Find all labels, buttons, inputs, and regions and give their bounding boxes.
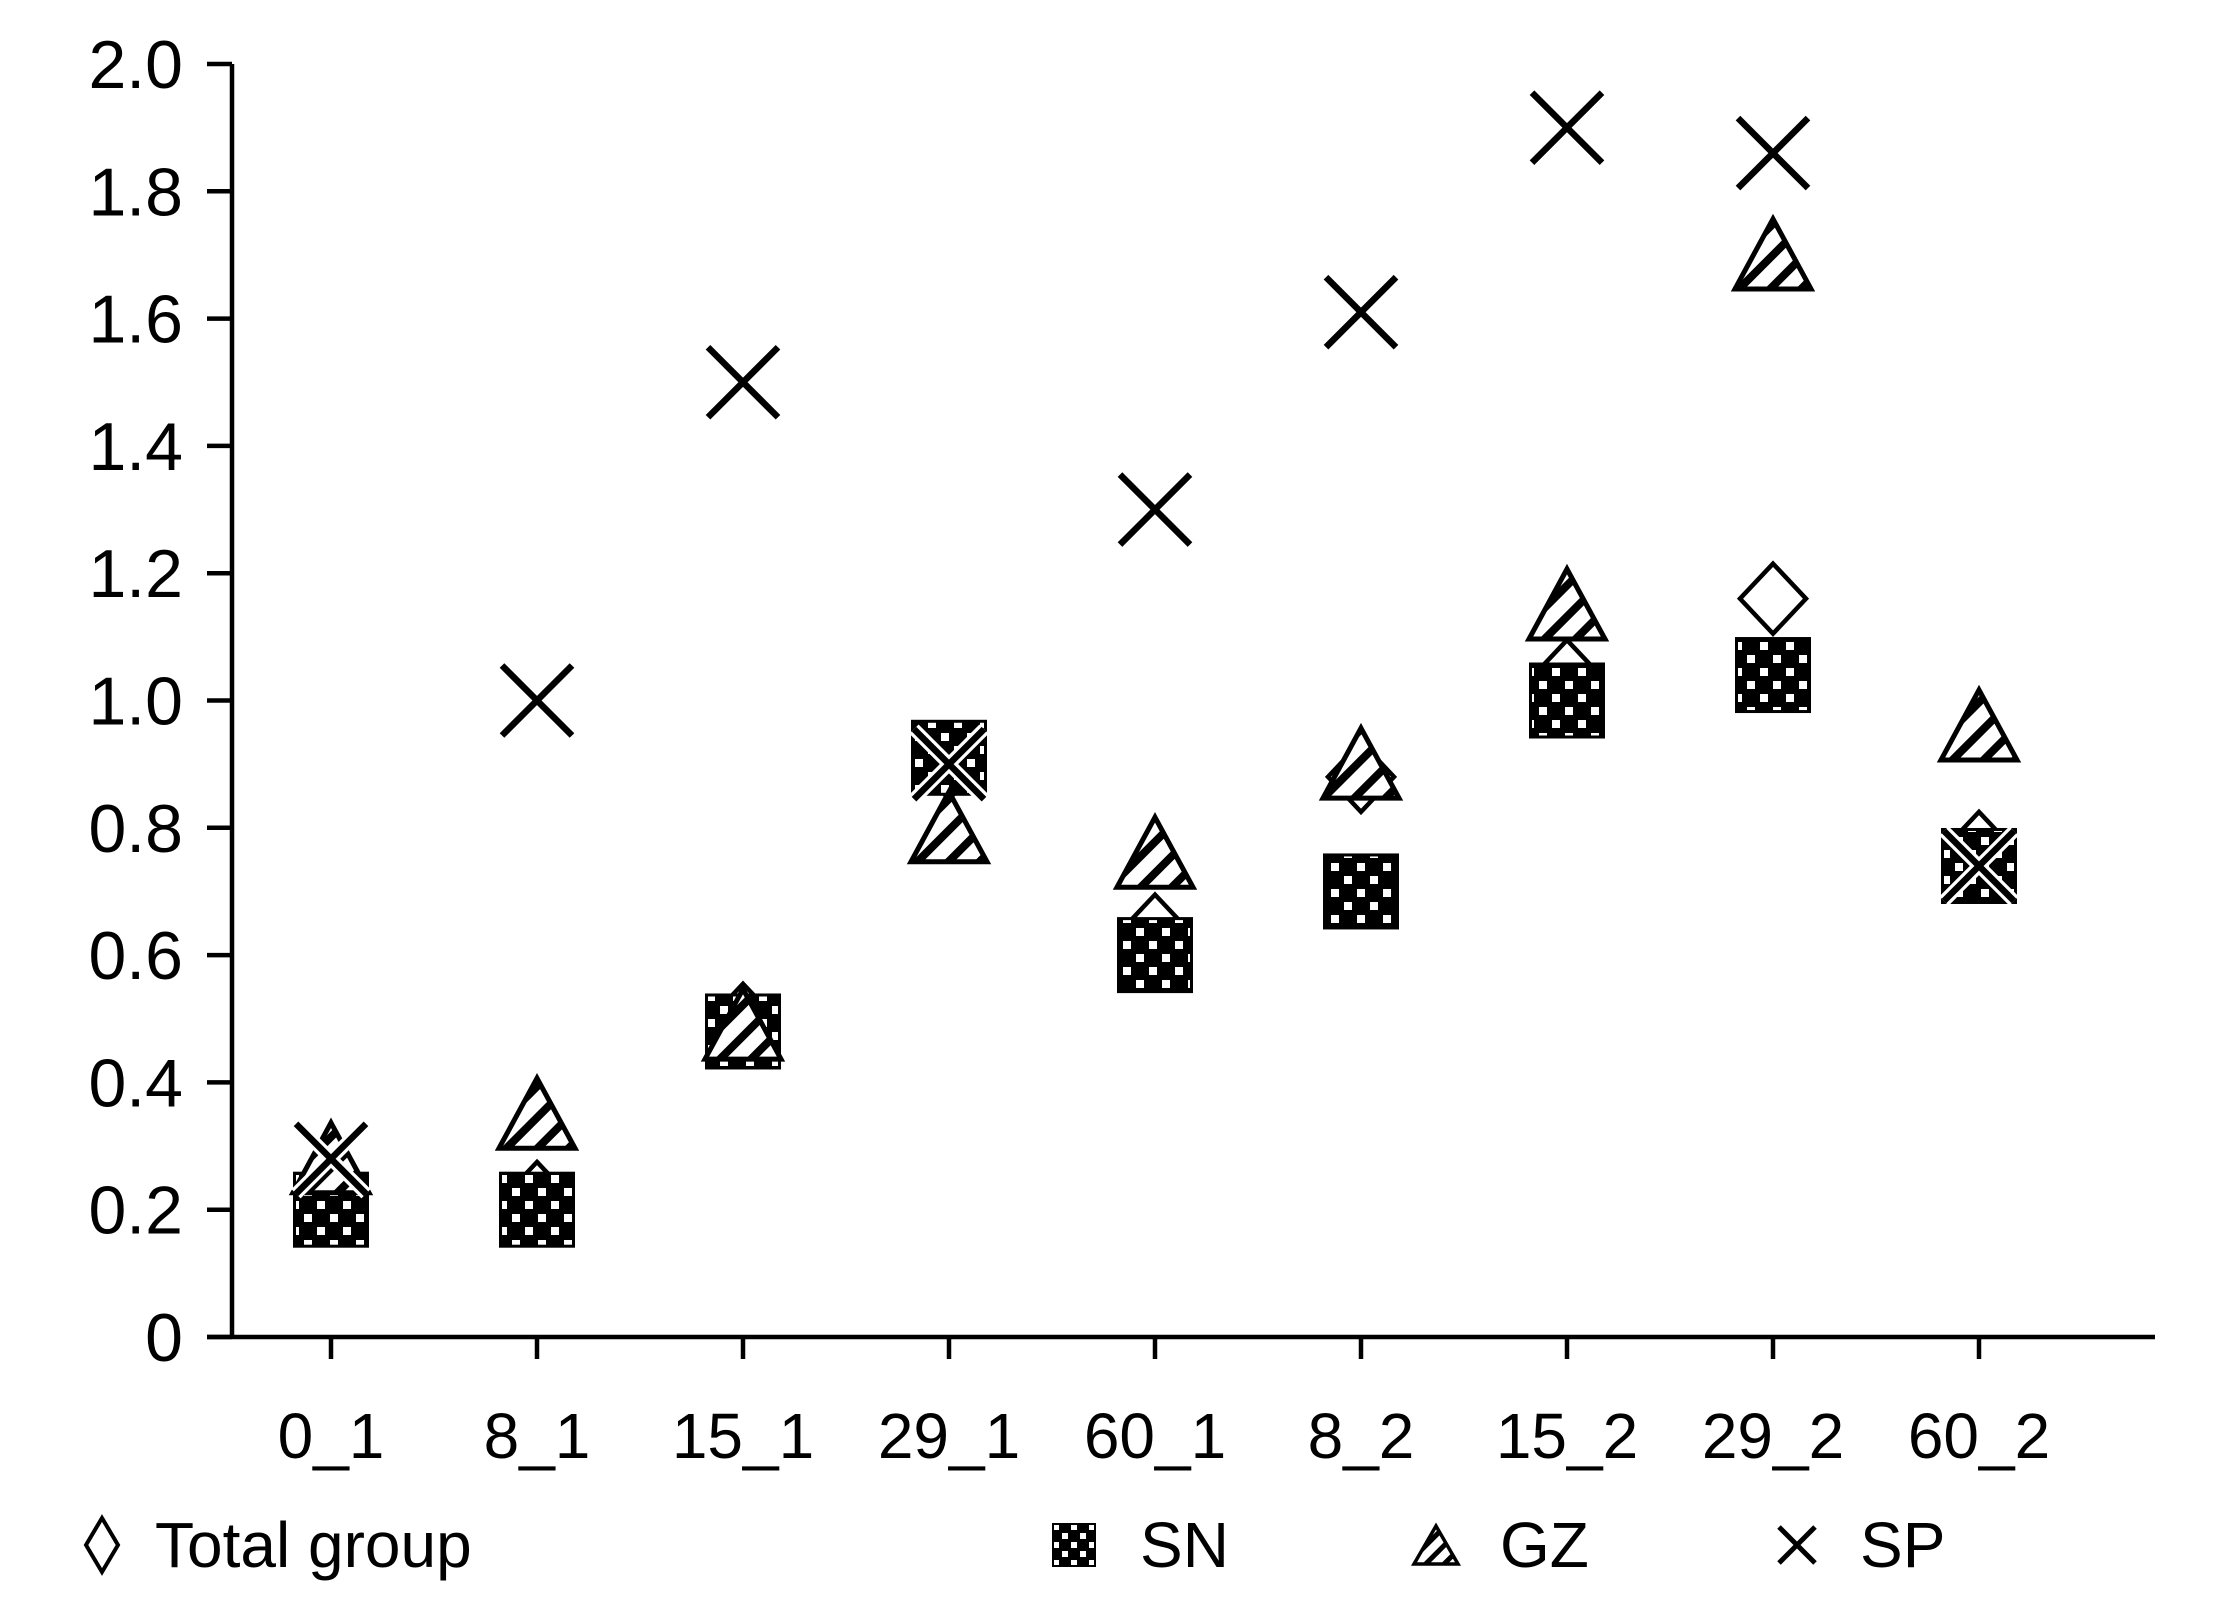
y-tick-label: 0.4	[88, 1045, 183, 1121]
x-tick-label: 60_1	[1084, 1400, 1226, 1472]
y-tick-label: 0	[145, 1300, 183, 1376]
y-tick-label: 0.8	[88, 791, 183, 867]
diamond-icon	[83, 1514, 121, 1576]
x-tick-label: 8_2	[1308, 1400, 1415, 1472]
data-point-sp-8_2	[1321, 272, 1401, 352]
dotted-square-icon	[1052, 1523, 1096, 1567]
data-point-gz-60_2	[1936, 684, 2022, 763]
y-tick-label: 1.0	[88, 664, 183, 740]
data-point-total-group-29_2	[1736, 560, 1810, 637]
x-tick-label: 60_2	[1908, 1400, 2050, 1472]
data-point-sp-0_1	[291, 1119, 371, 1199]
x-tick-label: 8_1	[484, 1400, 591, 1472]
axes: 2.0 1.8 1.6 1.4 1.2 1.0 0.8 0.6 0.4 0.2 0 0_1 8_1 15_…	[88, 27, 2155, 1472]
y-tick-label: 0.2	[88, 1173, 183, 1249]
legend-label-sn: SN	[1140, 1509, 1229, 1581]
data-point-gz-29_1	[906, 786, 992, 865]
data-point-sp-8_1	[497, 660, 577, 741]
legend-label-gz: GZ	[1500, 1509, 1589, 1581]
y-tick-label: 1.8	[88, 154, 183, 230]
legend-item-sn: SN	[1050, 1506, 1229, 1584]
data-point-gz-15_1	[700, 983, 786, 1062]
y-tick-label: 1.6	[88, 282, 183, 358]
data-point-sp-15_1	[703, 342, 783, 422]
data-point-sp-29_1	[909, 724, 989, 804]
y-tick-label: 0.6	[88, 918, 183, 994]
hatched-triangle-icon	[1410, 1522, 1462, 1566]
data-point-sn-60_1	[1117, 917, 1193, 994]
y-tick-label: 1.4	[88, 409, 183, 485]
legend-item-gz: GZ	[1410, 1506, 1589, 1584]
x-tick-label: 29_1	[878, 1400, 1020, 1472]
x-tick-label: 0_1	[278, 1400, 385, 1472]
x-cross-icon	[1777, 1525, 1817, 1565]
legend-label-total-group: Total group	[155, 1509, 472, 1581]
series-sn	[293, 637, 2017, 1248]
legend-label-sp: SP	[1860, 1509, 1946, 1581]
data-point-sn-29_2	[1735, 637, 1811, 714]
x-tick-label: 15_2	[1496, 1400, 1638, 1472]
data-point-gz-8_2	[1318, 722, 1404, 801]
data-point-gz-60_1	[1112, 812, 1198, 890]
data-point-sn-8_2	[1323, 853, 1399, 930]
data-point-sp-29_2	[1733, 113, 1813, 193]
data-point-sp-60_1	[1115, 469, 1195, 550]
plot-points	[288, 88, 2022, 1248]
y-tick-label: 2.0	[88, 27, 183, 103]
data-point-gz-8_1	[494, 1072, 580, 1151]
data-point-sn-8_1	[499, 1171, 575, 1248]
legend-item-sp: SP	[1772, 1506, 1945, 1584]
legend-item-total-group: Total group	[81, 1506, 472, 1584]
x-tick-label: 29_2	[1702, 1400, 1844, 1472]
data-point-gz-29_2	[1730, 213, 1816, 292]
series-sp	[291, 88, 2019, 1199]
data-point-sn-15_2	[1529, 662, 1605, 739]
data-point-sp-60_2	[1939, 826, 2019, 906]
data-point-gz-15_2	[1524, 563, 1610, 642]
x-tick-label: 15_1	[672, 1400, 814, 1472]
data-point-sp-15_2	[1527, 88, 1607, 168]
y-tick-label: 1.2	[88, 536, 183, 612]
